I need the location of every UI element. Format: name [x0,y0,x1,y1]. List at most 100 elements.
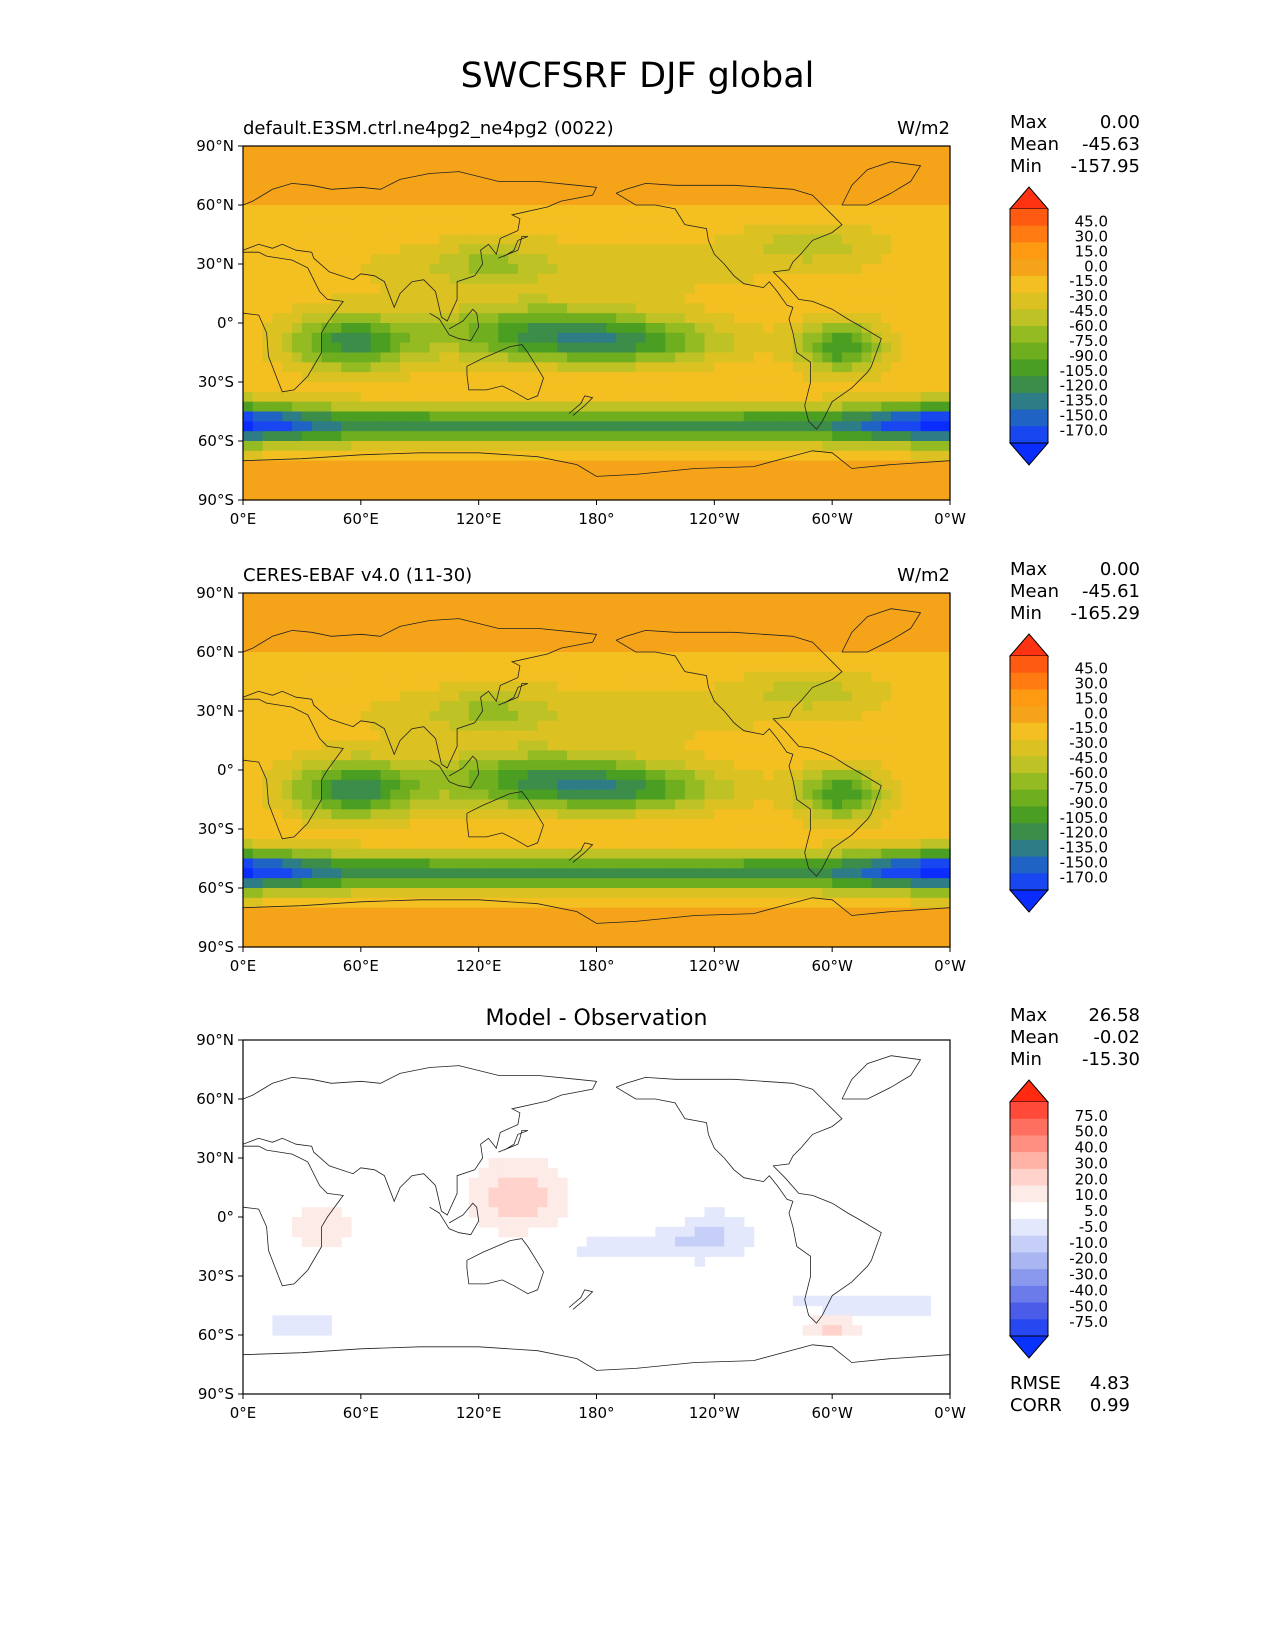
field-cell [684,165,696,177]
field-cell [390,332,401,344]
field-cell [930,789,941,801]
field-cell [576,878,588,889]
field-cell [331,490,342,501]
field-cell [586,642,598,653]
field-cell [841,799,853,810]
field-cell [252,146,264,157]
field-cell [812,829,823,840]
field-cell [773,868,784,879]
field-cell [567,848,578,860]
field-cell [321,313,332,324]
field-cell [537,352,548,363]
field-cell [704,897,715,909]
field-cell [586,244,598,255]
field-cell [586,652,598,663]
field-cell [645,431,657,442]
field-cell [311,652,323,663]
field-cell [272,342,283,354]
field-cell [527,431,539,442]
field-cell [900,372,912,383]
field-cell [576,819,588,830]
field-cell [625,602,637,614]
field-cell [567,480,578,491]
field-cell [439,789,450,801]
field-cell [675,411,686,422]
field-cell [449,819,460,830]
field-cell [900,185,912,196]
field-cell [596,691,607,702]
field-cell [517,612,529,624]
field-cell [341,391,352,403]
field-cell [822,214,833,226]
field-cell [439,750,450,761]
field-cell [891,897,902,909]
field-cell [390,888,401,899]
field-cell [645,401,657,413]
field-cell [547,352,558,363]
field-cell [841,234,853,245]
field-cell [940,273,951,285]
field-cell [704,622,715,633]
field-cell [272,480,283,491]
field-cell [547,214,558,226]
field-cell [910,878,922,889]
field-cell [910,888,922,899]
field-cell [743,441,755,452]
field-cell [351,878,362,889]
field-cell [380,214,391,226]
field-cell [282,622,293,633]
field-cell [547,411,558,422]
field-cell [851,382,863,393]
field-cell [429,205,440,216]
field-cell [449,480,460,491]
field-cell [733,382,745,393]
field-cell [763,401,774,413]
field-cell [753,352,765,363]
field-cell [861,283,873,295]
field-cell [449,205,460,216]
field-cell [665,470,676,481]
field-cell [459,401,470,413]
field-cell [409,362,421,373]
field-cell [498,441,509,452]
field-cell [292,868,303,879]
field-cell [537,632,548,643]
field-cell [527,470,539,481]
field-cell [351,421,362,432]
field-cell [488,888,499,899]
field-cell [341,352,352,363]
field-cell [665,323,676,334]
panel1-stats: Max 0.00 Mean -45.63 Min -157.95 [1010,112,1140,177]
field-cell [537,401,548,413]
colorbar-label: -60.0 [1069,317,1108,335]
field-cell [743,224,755,236]
field-cell [812,720,823,732]
field-cell [449,293,460,304]
field-cell [891,632,902,643]
field-cell [341,342,352,354]
field-cell [449,391,460,403]
field-cell [262,480,274,491]
field-cell [655,185,666,196]
field-cell [331,195,342,206]
field-cell [517,431,529,442]
field-cell [478,146,490,157]
field-cell [252,711,264,722]
field-cell [940,760,951,771]
field-cell [498,701,509,712]
field-cell [400,622,411,633]
field-cell [616,155,627,167]
field-cell [861,254,873,265]
field-cell [675,809,686,820]
field-cell [822,441,833,452]
field-cell [773,411,784,422]
field-cell [311,332,323,344]
field-cell [360,323,372,334]
field-cell [792,848,804,860]
field-cell [704,652,715,663]
field-cell [576,809,588,820]
field-cell [655,146,666,157]
field-cell [743,612,755,624]
field-cell [439,897,450,909]
field-cell [684,878,696,889]
